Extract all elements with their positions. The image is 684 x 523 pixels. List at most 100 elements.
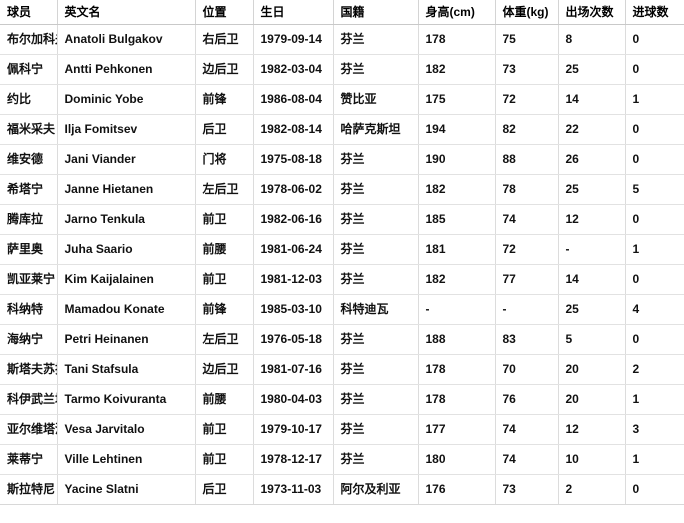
cell-position: 边后卫 [195,354,254,385]
cell-apps: 20 [558,384,626,415]
table-row[interactable]: 凯亚莱宁 Kim Kaijalainen 前卫 1981-12-03 芬兰 182 77 14… [0,264,684,295]
cell-player: 布尔加科夫 [0,24,58,55]
cell-birth: 1986-08-04 [253,84,334,115]
cell-birth: 1981-07-16 [253,354,334,385]
table-row[interactable]: 斯塔夫苏拉Tani Stafsula边后卫1981-07-16芬兰1787020… [0,354,684,385]
table-row[interactable]: 希塔宁 Janne Hietanen 左后卫 1978-06-02 芬兰 182 78 25 5 [0,174,684,205]
table-header: 球员 英文名 位置 生日 国籍 身高(cm) 体重(kg) 出场次数 进球数 [0,0,684,25]
cell-apps: - [558,234,626,265]
cell-position: 前腰 [195,384,254,415]
cell-position: 后卫 [195,114,254,145]
cell-player: 维安德 [0,144,58,175]
table-row[interactable]: 科伊武兰塔Tarmo Koivuranta前腰1980-04-03芬兰17876… [0,384,684,415]
table-row[interactable]: 莱蒂宁 Ville Lehtinen 前卫 1978-12-17 芬兰 180 74 10 1 [0,444,684,475]
cell-enname: Antti Pehkonen [57,54,196,85]
table-body: 布尔加科夫Anatoli Bulgakov右后卫1979-09-14芬兰1787… [0,24,684,505]
cell-weight: 70 [495,354,559,385]
cell-player: 萨里奥 [0,234,58,265]
cell-weight: - [495,294,559,325]
cell-weight: 73 [495,474,559,505]
cell-height: 190 [418,144,496,175]
table-row[interactable]: 海纳宁 Petri Heinanen 左后卫 1976-05-18 芬兰 188 83 5 0 [0,324,684,355]
cell-nation: 芬兰 [333,204,419,235]
cell-weight: 83 [495,324,559,355]
cell-weight: 77 [495,264,559,295]
cell-player: 科纳特 [0,294,58,325]
table-row[interactable]: 布尔加科夫Anatoli Bulgakov右后卫1979-09-14芬兰1787… [0,24,684,55]
cell-position: 前卫 [195,204,254,235]
column-header-position[interactable]: 位置 [195,0,254,25]
cell-position: 门将 [195,144,254,175]
column-header-weight[interactable]: 体重(kg) [495,0,559,25]
column-header-birth[interactable]: 生日 [253,0,334,25]
cell-height: 182 [418,264,496,295]
cell-enname: Mamadou Konate [57,294,196,325]
table-row[interactable]: 科纳特 Mamadou Konate 前锋 1985-03-10 科特迪瓦 - -25 4 [0,294,684,325]
cell-goals: 4 [625,294,684,325]
cell-height: 181 [418,234,496,265]
cell-nation: 哈萨克斯坦 [333,114,419,145]
cell-player: 斯塔夫苏拉 [0,354,58,385]
cell-apps: 22 [558,114,626,145]
cell-position: 前卫 [195,444,254,475]
cell-apps: 25 [558,294,626,325]
cell-nation: 赞比亚 [333,84,419,115]
cell-player: 福米采夫 [0,114,58,145]
cell-birth: 1980-04-03 [253,384,334,415]
column-header-enname[interactable]: 英文名 [57,0,196,25]
cell-birth: 1982-06-16 [253,204,334,235]
table-row[interactable]: 福米采夫 Ilja Fomitsev 后卫 1982-08-14 哈萨克斯坦 194 82 2… [0,114,684,145]
cell-weight: 74 [495,204,559,235]
cell-weight: 73 [495,54,559,85]
table-row[interactable]: 佩科宁 Antti Pehkonen 边后卫 1982-03-04 芬兰 182 73 25 0 [0,54,684,85]
cell-weight: 82 [495,114,559,145]
column-header-player[interactable]: 球员 [0,0,58,25]
cell-enname: Yacine Slatni [57,474,196,505]
cell-enname: Vesa Jarvitalo [57,414,196,445]
cell-nation: 芬兰 [333,414,419,445]
column-header-height[interactable]: 身高(cm) [418,0,496,25]
cell-goals: 1 [625,384,684,415]
cell-enname: Dominic Yobe [57,84,196,115]
cell-player: 约比 [0,84,58,115]
cell-birth: 1985-03-10 [253,294,334,325]
table-row[interactable]: 萨里奥 Juha Saario 前腰 1981-06-24 芬兰 181 72-1 [0,234,684,265]
cell-goals: 0 [625,474,684,505]
table-row[interactable]: 斯拉特尼 Yacine Slatni 后卫 1973-11-03 阿尔及利亚 176 73 2… [0,474,684,505]
cell-goals: 1 [625,444,684,475]
cell-height: 182 [418,174,496,205]
cell-height: 177 [418,414,496,445]
cell-weight: 78 [495,174,559,205]
cell-apps: 12 [558,204,626,235]
cell-enname: Janne Hietanen [57,174,196,205]
column-header-goals[interactable]: 进球数 [625,0,684,25]
cell-height: 178 [418,354,496,385]
column-header-nation[interactable]: 国籍 [333,0,419,25]
cell-position: 后卫 [195,474,254,505]
cell-position: 右后卫 [195,24,254,55]
cell-goals: 0 [625,24,684,55]
cell-enname: Juha Saario [57,234,196,265]
cell-player: 希塔宁 [0,174,58,205]
table-row[interactable]: 维安德 Jani Viander 门将 1975-08-18 芬兰 190 88 26 0 [0,144,684,175]
cell-weight: 74 [495,444,559,475]
cell-height: 176 [418,474,496,505]
cell-nation: 科特迪瓦 [333,294,419,325]
cell-goals: 1 [625,234,684,265]
cell-weight: 88 [495,144,559,175]
table-row[interactable]: 约比 Dominic Yobe 前锋 1986-08-04 赞比亚 175 72 14 1 [0,84,684,115]
cell-player: 斯拉特尼 [0,474,58,505]
cell-position: 前腰 [195,234,254,265]
column-header-apps[interactable]: 出场次数 [558,0,626,25]
cell-birth: 1979-10-17 [253,414,334,445]
table-row[interactable]: 亚尔维塔洛Vesa Jarvitalo前卫1979-10-17芬兰1777412… [0,414,684,445]
table-row[interactable]: 腾库拉 Jarno Tenkula 前卫 1982-06-16 芬兰 185 74 12 0 [0,204,684,235]
cell-nation: 芬兰 [333,54,419,85]
cell-enname: Petri Heinanen [57,324,196,355]
cell-player: 佩科宁 [0,54,58,85]
cell-weight: 76 [495,384,559,415]
cell-player: 海纳宁 [0,324,58,355]
cell-birth: 1976-05-18 [253,324,334,355]
cell-position: 前卫 [195,414,254,445]
cell-goals: 5 [625,174,684,205]
